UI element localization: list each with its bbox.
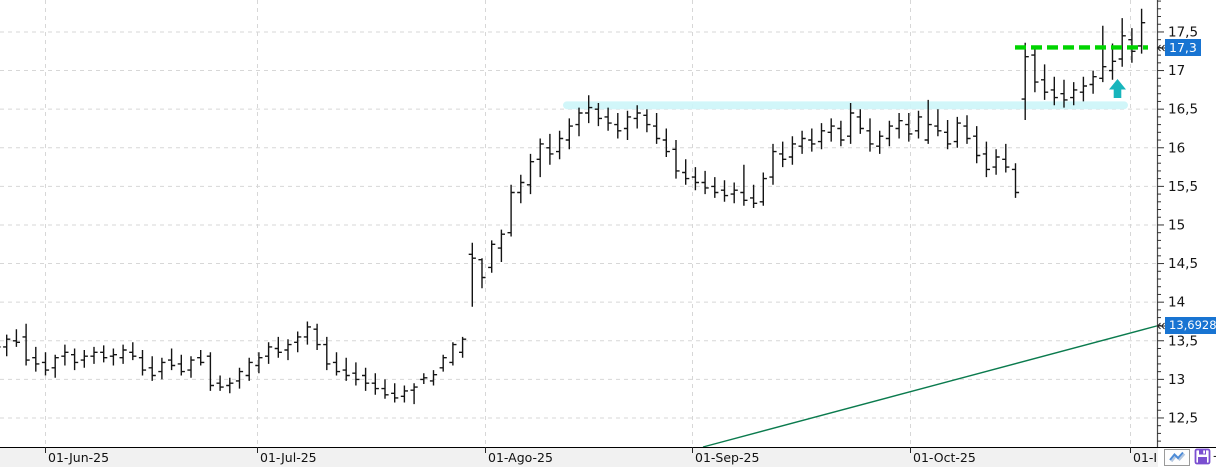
x-axis-label: 01-Oct-25 [913,450,976,465]
price-marker-arrow-icon [1156,322,1166,330]
price-tag-trendline-value[interactable]: 13,6928 [1165,317,1216,334]
x-axis-label: 01-Jul-25 [260,450,317,465]
price-marker-arrow-icon [1156,44,1166,52]
y-axis-label: 14,5 [1168,256,1198,272]
x-axis-label: 01-I [1133,450,1158,465]
corner-toolbar: - [1158,448,1216,467]
y-axis-label: 17 [1168,63,1185,79]
y-axis-label: 14 [1168,295,1185,311]
signal-up-arrow[interactable] [1109,79,1126,98]
trend-line[interactable] [702,325,1158,448]
highlight-band[interactable] [563,101,1128,110]
line-chart-button[interactable] [1164,449,1190,466]
y-axis-label: 15,5 [1168,179,1198,195]
y-axis-label: 16,5 [1168,102,1198,118]
x-axis-label: 01-Ago-25 [488,450,553,465]
y-axis-label: 13 [1168,372,1185,388]
x-axis-label: 01-Jun-25 [48,450,110,465]
overflow-button[interactable]: - [1213,449,1216,464]
ohlc-bars [0,8,1146,405]
save-button[interactable] [1194,448,1211,465]
y-axis-label: 13,5 [1168,333,1198,349]
price-tag-resistance[interactable]: 17,3 [1165,39,1201,56]
y-axis-label: 17,5 [1168,24,1198,40]
y-axis-label: 15 [1168,217,1185,233]
time-axis[interactable] [0,447,1216,467]
y-axis-label: 16 [1168,140,1185,156]
gridlines [0,0,1157,447]
price-axis[interactable]: 17,5 17 16,5 16 15,5 15 14,5 14 13,5 13 12,5 [1156,0,1216,447]
y-axis-label: 12,5 [1168,410,1198,426]
zigzag-line-icon [1169,451,1186,463]
x-axis-label: 01-Sep-25 [695,450,760,465]
